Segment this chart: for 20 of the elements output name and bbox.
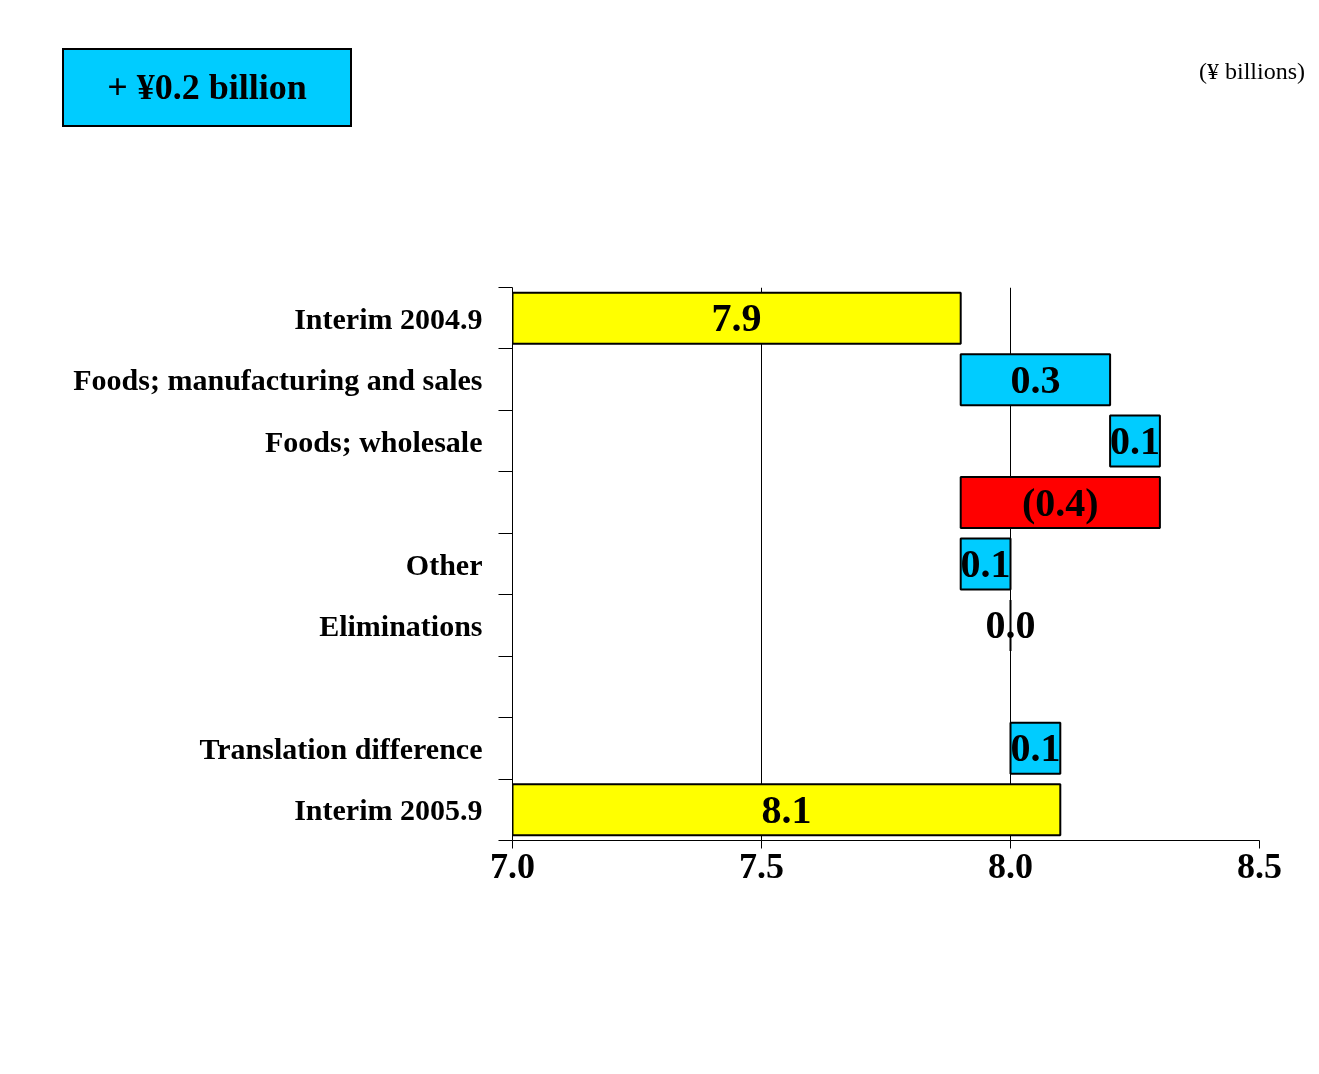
text: + ¥0.2 billion: [62, 48, 352, 127]
x-tick-label: 7.5: [739, 845, 784, 886]
y-tick-label: Foods; wholesale: [265, 424, 483, 458]
y-tick-label: Interim 2005.9: [294, 793, 483, 827]
data-label: 8.1: [761, 786, 812, 832]
data-label: 0.1: [1010, 725, 1061, 771]
y-tick-label: Eliminations: [319, 608, 483, 642]
y-tick-label: Foods; manufacturing and sales: [73, 363, 483, 397]
data-label: (0.4): [1021, 480, 1099, 526]
data-label: 0.1: [1110, 418, 1160, 464]
data-label: 0.3: [1010, 356, 1061, 402]
y-tick-label: Translation difference: [199, 731, 483, 765]
x-tick-label: 8.0: [988, 845, 1033, 886]
y-tick-label: Interim 2004.9: [294, 301, 483, 335]
data-label: 7.9: [711, 295, 762, 341]
data-label: 0.1: [960, 541, 1011, 586]
x-tick-label: 8.5: [1237, 845, 1282, 886]
text: (¥ billions): [1199, 57, 1305, 86]
y-tick-label: Other: [405, 547, 483, 581]
x-tick-label: 7.0: [490, 845, 535, 886]
